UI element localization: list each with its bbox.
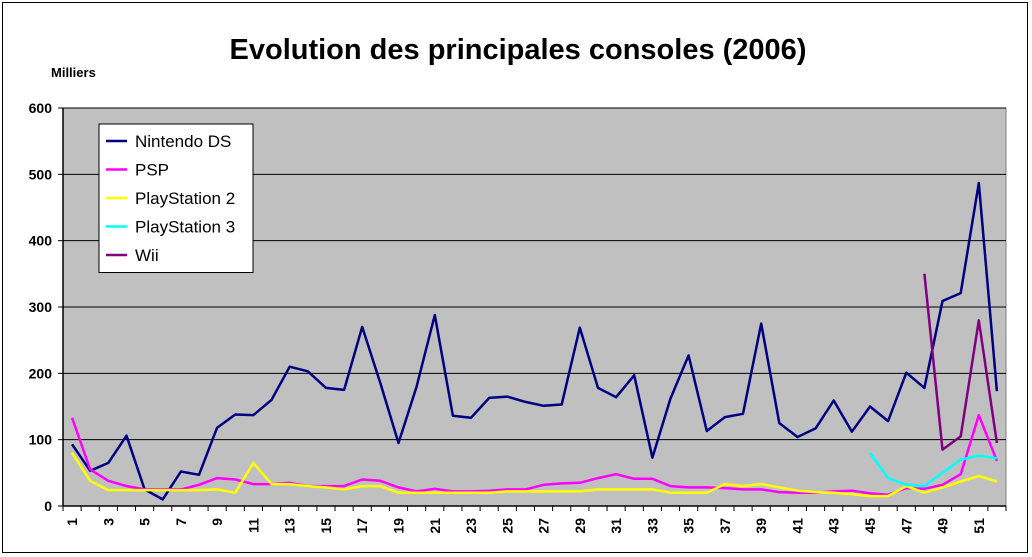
x-tick-label: 7 (173, 518, 189, 526)
x-tick-label: 39 (753, 518, 769, 534)
x-tick-label: 11 (245, 518, 261, 533)
x-tick-label: 41 (789, 518, 805, 534)
x-tick-label: 13 (282, 518, 298, 534)
x-tick-label: 27 (536, 518, 552, 534)
x-tick-label: 45 (862, 518, 878, 534)
x-tick-label: 25 (499, 518, 515, 534)
x-tick-label: 19 (390, 518, 406, 534)
y-axis-ticks: 0 100 200 300 400 500 600 (29, 100, 63, 514)
x-tick-label: 23 (463, 518, 479, 534)
x-tick-label: 5 (137, 518, 153, 526)
psp-line (70, 413, 999, 496)
x-tick-label: 35 (681, 518, 697, 534)
y-tick-label: 600 (29, 100, 53, 116)
legend: Nintendo DS PSP PlayStation 2 PlayStation 3… (98, 123, 254, 273)
x-tick-label: 51 (971, 518, 987, 534)
x-tick-label: 37 (717, 518, 733, 534)
x-tick-label: 33 (644, 518, 660, 534)
x-tick-label: 15 (318, 518, 334, 534)
chart-title: Evolution des principales consoles (2006… (230, 34, 807, 66)
legend-label: Wii (135, 246, 159, 265)
y-tick-label: 100 (29, 432, 53, 448)
x-tick-label: 9 (209, 518, 225, 526)
playstation-3-line (868, 452, 998, 488)
nintendo-ds-line (71, 181, 999, 501)
x-tick-label: 31 (608, 518, 624, 534)
wii-line (923, 273, 999, 451)
y-tick-label: 400 (29, 233, 53, 249)
legend-label: Nintendo DS (135, 132, 231, 151)
y-tick-label: 0 (44, 498, 52, 514)
playstation-2-line (71, 452, 998, 498)
x-tick-label: 29 (572, 518, 588, 534)
x-tick-label: 43 (826, 518, 842, 534)
y-tick-label: 500 (29, 166, 53, 182)
legend-label: PlayStation 3 (135, 218, 235, 237)
series-lines (70, 181, 999, 501)
legend-label: PSP (135, 161, 169, 180)
x-tick-label: 47 (898, 518, 914, 534)
chart-canvas: Evolution des principales consoles (2006… (29, 34, 1007, 534)
y-axis-unit-label: Milliers (51, 65, 96, 80)
y-tick-label: 300 (29, 299, 53, 315)
y-tick-label: 200 (29, 365, 53, 381)
legend-label: PlayStation 2 (135, 189, 235, 208)
x-tick-label: 49 (935, 518, 951, 534)
x-tick-label: 1 (64, 518, 80, 526)
x-axis-ticks: 1 3 5 7 9 11 13 15 17 19 21 23 25 27 29 31 33 35 37 39 41 43 4… (62, 506, 1007, 534)
x-tick-label: 21 (427, 518, 443, 534)
x-tick-label: 3 (100, 518, 116, 526)
x-tick-label: 17 (354, 518, 370, 534)
